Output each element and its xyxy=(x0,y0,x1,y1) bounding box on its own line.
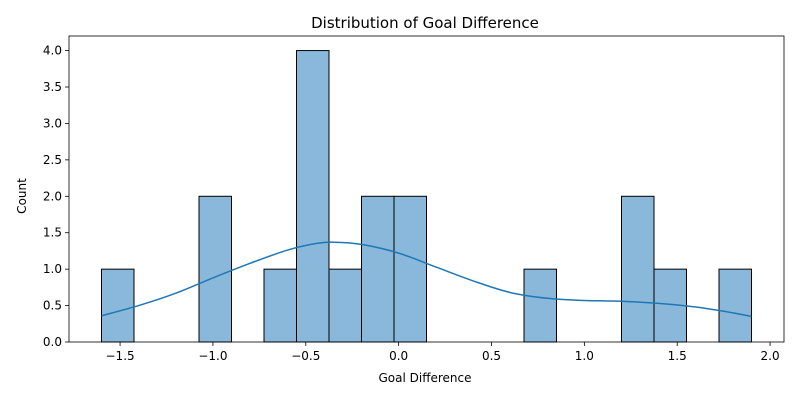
kde-curve xyxy=(101,241,752,318)
x-tick-label: 0.0 xyxy=(389,349,408,363)
y-tick-label: 1.5 xyxy=(43,226,62,240)
histogram-bar-13 xyxy=(523,268,557,343)
y-tick-label: 2.5 xyxy=(43,153,62,167)
x-tick-label: 1.0 xyxy=(575,349,594,363)
y-tick-label: 4.0 xyxy=(43,44,62,58)
y-tick-label: 2.0 xyxy=(43,189,62,203)
histogram-bar-3 xyxy=(198,195,232,343)
x-axis-title: Goal Difference xyxy=(378,371,471,385)
x-tick-label: 1.5 xyxy=(668,349,687,363)
histogram-bar-0 xyxy=(101,268,135,343)
x-tick-label: −0.5 xyxy=(291,349,320,363)
x-tick-label: 0.5 xyxy=(482,349,501,363)
y-tick-label: 3.0 xyxy=(43,116,62,130)
chart-title: Distribution of Goal Difference xyxy=(311,14,539,32)
y-tick-label: 1.0 xyxy=(43,262,62,276)
x-tick-label: −1.0 xyxy=(198,349,227,363)
histogram-bar-5 xyxy=(263,268,297,343)
y-axis-title: Count xyxy=(15,178,29,214)
y-tick-label: 0.0 xyxy=(43,335,62,349)
histogram-bar-16 xyxy=(621,195,655,343)
y-tick-label: 0.5 xyxy=(43,299,62,313)
histogram-bar-6 xyxy=(296,50,330,343)
x-axis-ticks: −1.5 −1.0 −0.5 0.0 0.5 1.0 1.5 2.0 xyxy=(106,342,780,363)
y-axis-ticks: 0.0 0.5 1.0 1.5 2.0 2.5 3.0 3.5 4.0 xyxy=(43,44,69,349)
histogram-bars xyxy=(101,50,752,343)
histogram-bar-9 xyxy=(393,195,427,343)
histogram-bar-8 xyxy=(361,195,395,343)
x-tick-label: −1.5 xyxy=(106,349,135,363)
plot-frame xyxy=(68,35,785,343)
histogram-bar-7 xyxy=(328,268,362,343)
y-tick-label: 3.5 xyxy=(43,80,62,94)
x-tick-label: 2.0 xyxy=(761,349,780,363)
histogram-bar-19 xyxy=(718,268,752,343)
